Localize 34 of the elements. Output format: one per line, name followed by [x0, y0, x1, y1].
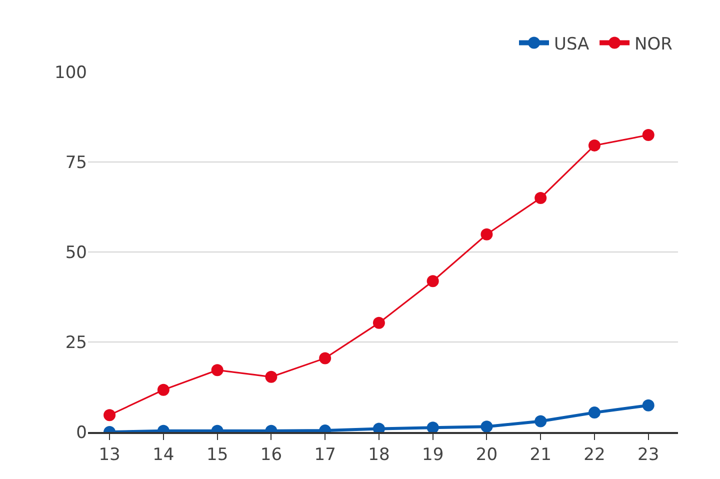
y-tick-label: 0: [76, 422, 87, 443]
y-tick-label: 75: [65, 152, 87, 173]
x-tick-label: 20: [476, 445, 498, 466]
y-tick-label: 100: [54, 62, 87, 83]
x-tick-label: 15: [206, 445, 228, 466]
y-tick-label: 25: [65, 332, 87, 353]
point: [265, 370, 278, 383]
x-tick-label: 21: [530, 445, 552, 466]
point: [588, 406, 600, 419]
point: [480, 228, 493, 240]
point: [642, 399, 654, 412]
point: [319, 352, 332, 364]
point: [104, 409, 116, 422]
point: [642, 129, 654, 141]
point: [534, 192, 547, 204]
x-tick-label: 13: [98, 445, 120, 466]
point: [211, 364, 224, 376]
x-tick-label: 14: [152, 445, 174, 466]
point: [372, 316, 385, 329]
point: [426, 422, 439, 432]
x-tick-label: 17: [314, 445, 336, 466]
point: [480, 420, 493, 432]
x-tick-label: 18: [368, 445, 390, 466]
point: [534, 415, 547, 428]
x-tick-label: 23: [638, 445, 660, 466]
point: [157, 384, 170, 396]
x-tick-label: 19: [422, 445, 444, 466]
legend-label: NOR: [634, 34, 673, 54]
point: [426, 275, 439, 288]
x-tick-label: 22: [584, 445, 606, 466]
y-tick-label: 50: [65, 242, 87, 263]
legend-label: USA: [554, 34, 590, 54]
point: [588, 139, 600, 152]
x-tick-label: 16: [260, 445, 282, 466]
